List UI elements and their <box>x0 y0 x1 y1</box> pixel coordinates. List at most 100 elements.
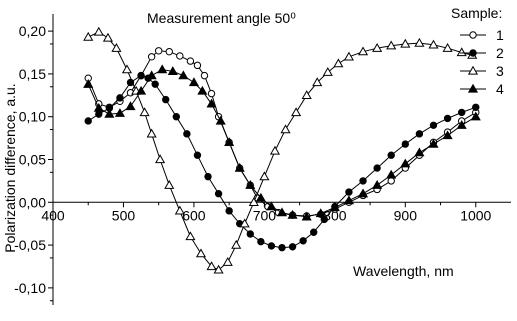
data-point <box>280 124 291 134</box>
data-point <box>343 195 355 205</box>
data-point <box>104 108 115 118</box>
data-point <box>167 66 178 75</box>
data-point <box>443 114 452 123</box>
data-point <box>386 169 397 179</box>
x-tick-label: 400 <box>41 207 65 223</box>
y-tick-label: -0,10 <box>14 280 46 296</box>
data-point <box>222 256 233 266</box>
data-point <box>215 115 226 125</box>
data-point <box>301 90 312 99</box>
data-point <box>288 243 297 251</box>
data-point <box>193 61 202 70</box>
data-point <box>372 179 383 189</box>
x-tick-label: 700 <box>253 207 277 223</box>
legend-marker <box>469 49 477 57</box>
data-point <box>301 211 312 221</box>
data-point <box>185 231 196 241</box>
data-point <box>401 140 410 148</box>
data-point <box>151 80 159 88</box>
legend-item-1: 1 <box>460 27 504 43</box>
data-point <box>164 179 175 189</box>
data-point <box>312 77 323 87</box>
series-4 <box>83 64 481 221</box>
data-point <box>234 162 245 172</box>
data-point <box>269 145 281 155</box>
data-point <box>116 94 124 102</box>
data-point <box>154 47 163 55</box>
y-ticks: -0,10 -0,05 0,00 0,05 0,10 0,15 0,20 <box>14 23 53 302</box>
y-tick-label: 0,20 <box>19 23 46 39</box>
data-point <box>206 261 217 271</box>
data-point <box>165 47 173 56</box>
data-point <box>287 209 298 219</box>
legend-item-2: 2 <box>460 45 504 61</box>
data-point <box>415 130 424 138</box>
data-point <box>195 248 207 258</box>
data-point <box>246 230 254 238</box>
x-ticks: 400 500 600 700 800 900 1000 <box>41 202 492 223</box>
legend-label: 1 <box>496 27 504 43</box>
data-point <box>372 43 383 52</box>
data-point <box>255 192 266 202</box>
data-point <box>206 98 217 108</box>
data-point <box>373 164 381 172</box>
data-point <box>84 117 92 125</box>
data-point <box>146 70 157 80</box>
legend-label: 2 <box>496 45 504 61</box>
data-point <box>428 138 439 148</box>
series-3 <box>83 26 478 274</box>
data-point <box>213 264 224 274</box>
data-point <box>125 101 136 111</box>
data-point <box>137 71 145 80</box>
data-point <box>357 46 369 56</box>
y-tick-label: -0,05 <box>14 237 46 253</box>
data-point <box>414 147 425 157</box>
series-2 <box>84 71 480 252</box>
y-tick-label: 0,00 <box>19 194 46 210</box>
data-point <box>204 172 212 181</box>
data-point <box>387 177 395 185</box>
data-point <box>111 43 122 52</box>
data-point <box>386 40 397 50</box>
data-point <box>291 107 302 117</box>
data-point <box>197 85 208 95</box>
data-point <box>257 237 265 246</box>
data-point <box>188 77 199 87</box>
data-point <box>183 130 191 138</box>
data-point <box>136 85 147 95</box>
data-point <box>472 103 480 111</box>
data-point <box>121 64 133 74</box>
data-point <box>442 130 453 140</box>
legend-items: 1 2 3 4 <box>460 27 504 97</box>
legend-marker <box>467 65 479 75</box>
data-point <box>310 228 318 236</box>
y-tick-label: 0,10 <box>19 109 46 125</box>
data-point <box>174 205 185 215</box>
data-point <box>93 102 104 112</box>
legend-label: 4 <box>496 81 504 97</box>
data-point <box>224 137 235 147</box>
data-point <box>276 207 288 217</box>
data-point <box>322 66 333 76</box>
legend-marker <box>469 31 477 39</box>
data-point <box>456 120 467 129</box>
data-point <box>387 151 395 159</box>
data-point <box>147 53 156 61</box>
data-point <box>359 177 367 185</box>
data-point <box>320 215 328 224</box>
data-point <box>329 202 340 212</box>
series-layer <box>83 26 481 274</box>
data-point <box>172 113 181 121</box>
data-point <box>200 71 209 80</box>
data-point <box>357 188 369 198</box>
series-line <box>87 75 476 249</box>
legend: Sample: 1 2 3 4 <box>451 5 504 97</box>
legend-item-4: 4 <box>460 81 504 97</box>
data-point <box>186 57 195 65</box>
data-point <box>470 111 481 121</box>
data-point <box>245 179 256 189</box>
legend-marker <box>467 83 479 93</box>
y-axis-title: Polarization difference, a.u. <box>2 83 18 252</box>
data-point <box>157 64 168 74</box>
data-point <box>178 70 189 80</box>
